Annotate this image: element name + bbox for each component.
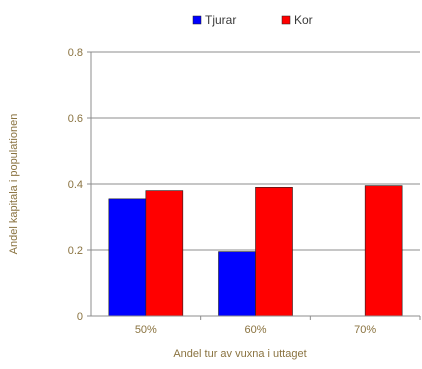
legend: Tjurar Kor [192,13,313,27]
x-tick-label: 70% [354,324,376,336]
y-tick-label: 0.8 [68,47,83,59]
y-tick-label: 0 [77,311,83,323]
x-tick-label: 50% [135,324,157,336]
bar-kor-2 [364,185,403,317]
bars [108,185,403,317]
x-axis-title: Andel tur av vuxna i uttaget [173,348,306,360]
x-tick-label: 60% [244,324,266,336]
legend-swatch-kor [281,15,291,25]
legend-label-tjurar: Tjurar [205,13,236,27]
y-axis-title: Andel kapitala i populationen [8,114,20,255]
y-tick-labels: 0 0.2 0.4 0.6 0.8 [68,47,83,323]
legend-label-kor: Kor [294,13,313,27]
y-tick-label: 0.4 [68,179,83,191]
bar-tjurar-1 [218,251,256,317]
y-tick-label: 0.6 [68,113,83,125]
axes [90,52,421,320]
legend-swatch-tjurar [192,15,202,25]
bar-kor-1 [255,187,293,317]
x-tick-labels: 50% 60% 70% [135,324,377,336]
bar-tjurar-0 [108,198,147,317]
bar-kor-0 [145,190,184,317]
y-tick-label: 0.2 [68,245,83,257]
